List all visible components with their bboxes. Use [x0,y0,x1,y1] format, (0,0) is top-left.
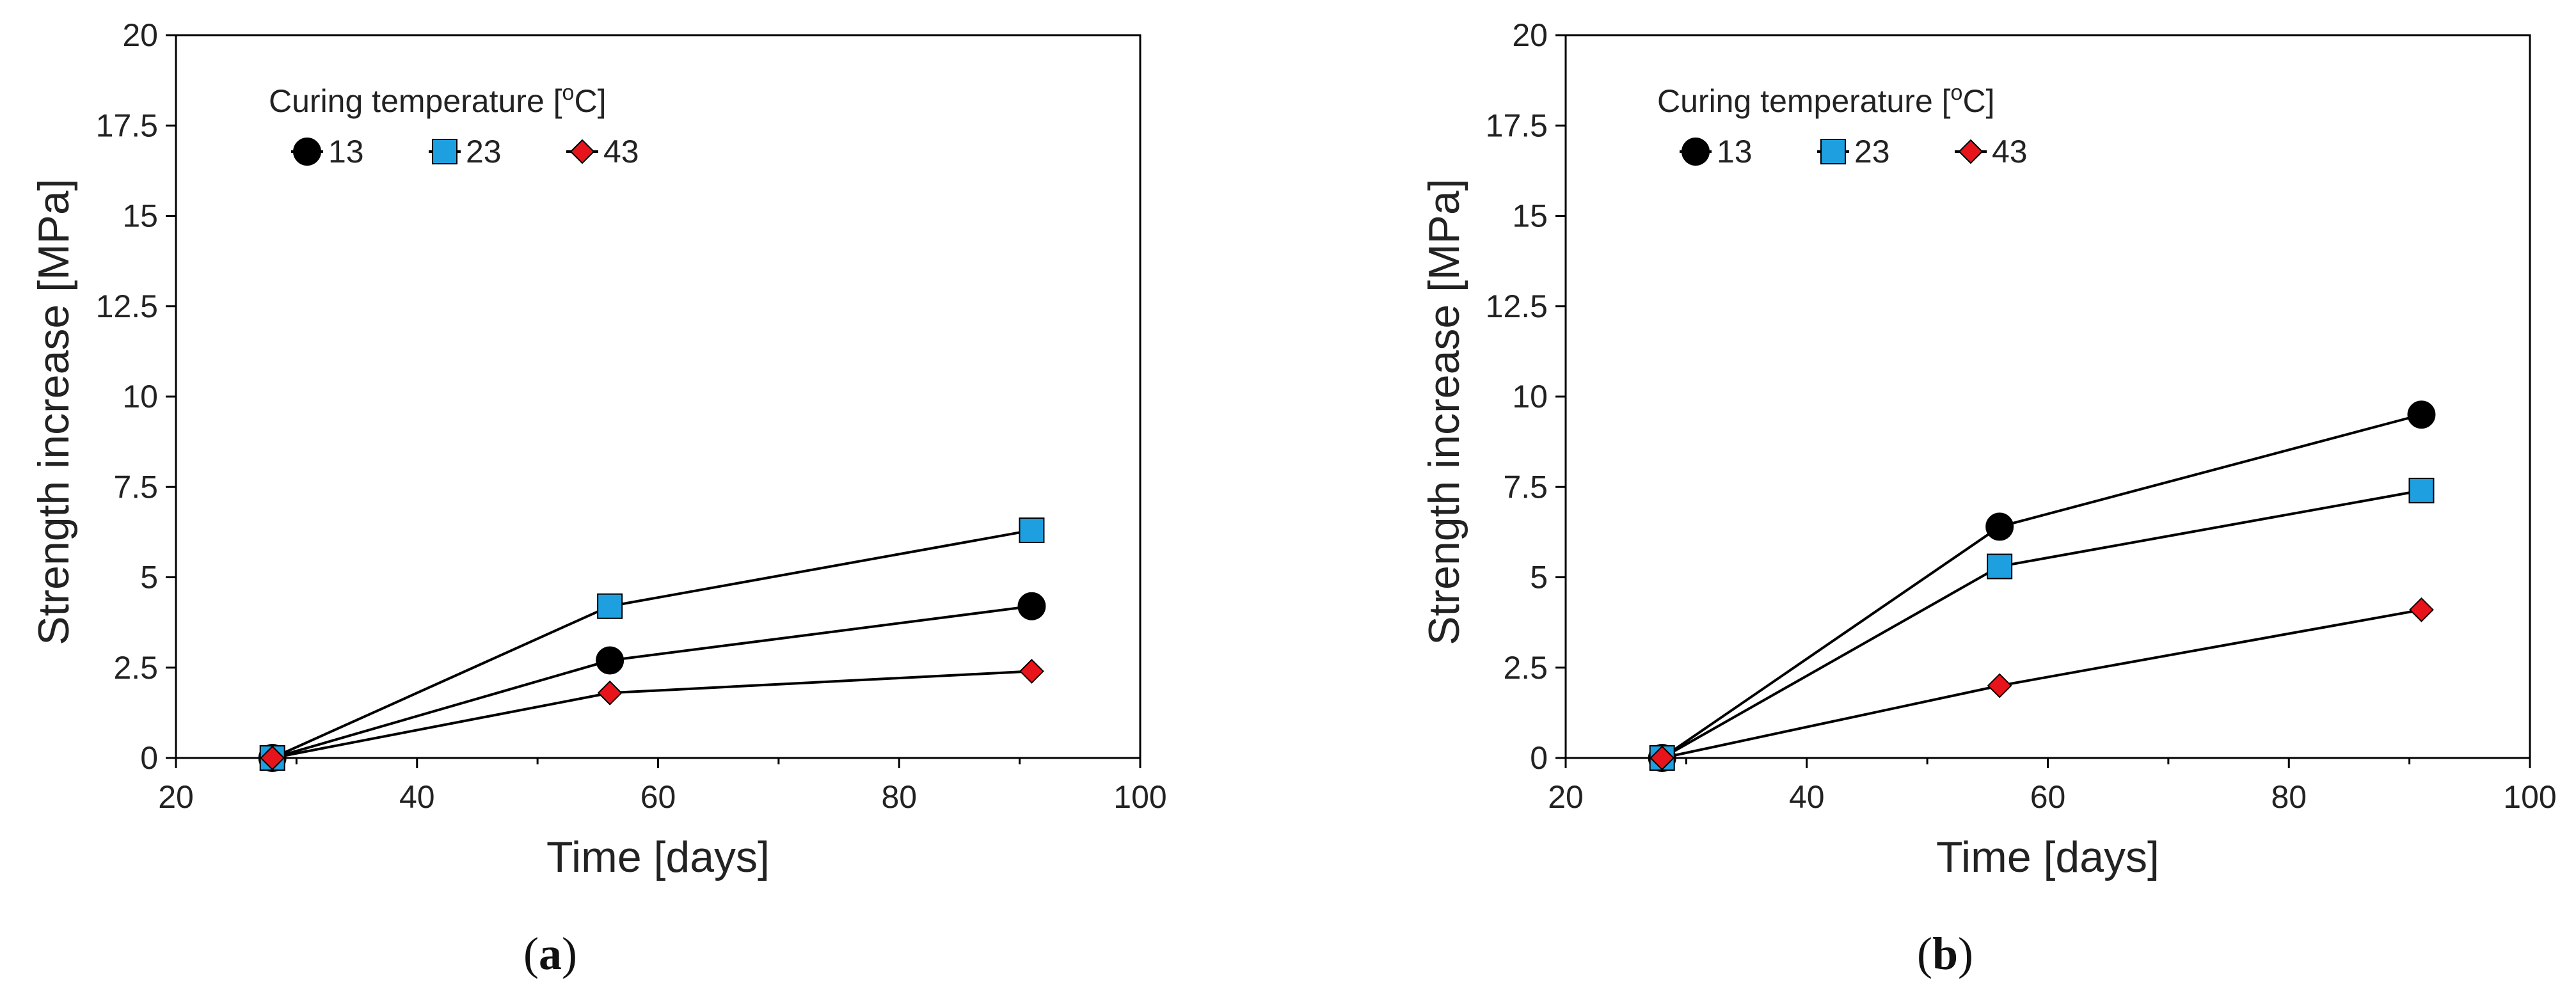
y-axis-label: Strength increase [MPa] [1420,178,1468,645]
legend-title: Curing temperature [oC] [269,81,606,119]
y-tick-label: 5 [1530,560,1548,596]
series-line-23 [1661,489,2422,759]
y-tick-label: 17.5 [96,107,158,143]
y-tick-label: 10 [1512,379,1548,414]
x-axis-label: Time [days] [546,833,770,881]
data-point-13 [1017,592,1046,620]
data-point-43 [1019,658,1044,684]
x-tick-label: 60 [640,779,676,815]
y-tick-label: 17.5 [1486,107,1548,143]
chart-panel-b: 0 2.5 5 7.5 10 12.5 15 17.5 20 20 40 60 80 100 Time [d… [1420,17,2557,881]
legend-item-23: 23 [429,134,502,170]
legend-marker-43 [1958,139,1984,164]
y-tick-label: 20 [1512,17,1548,53]
y-tick-label: 0 [1530,740,1548,776]
x-tick-label: 60 [2030,779,2066,815]
data-point-23 [597,593,623,619]
data-point-13 [1985,512,2014,541]
x-tick-label: 80 [2271,779,2307,815]
legend-item-43: 43 [566,134,639,170]
legend-label: 23 [466,134,502,170]
y-tick-label: 12.5 [96,288,158,324]
plot-area-frame [175,34,1141,759]
x-tick-label: 100 [1113,779,1166,815]
x-tick-label: 40 [399,779,435,815]
y-tick-label: 7.5 [113,469,158,505]
legend-item-13: 13 [291,134,364,170]
y-axis-label: Strength increase [MPa] [29,178,78,645]
legend-item-23: 23 [1817,134,1890,170]
x-tick-label: 80 [881,779,917,815]
caption-a: (a) [523,928,577,979]
legend-marker-43 [569,139,595,164]
data-point-13 [596,646,624,675]
data-point-23 [1019,517,1045,544]
data-point-43 [260,745,285,771]
data-point-43 [1987,673,2012,698]
y-tick-label: 0 [140,740,158,776]
data-point-13 [2407,400,2436,429]
data-point-43 [2409,597,2434,622]
y-tick-label: 2.5 [113,650,158,686]
y-tick-label: 5 [140,560,158,596]
plot-area-frame [1564,34,2531,759]
y-tick-label: 10 [122,379,158,414]
data-point-23 [1987,553,2013,580]
x-axis-label: Time [days] [1936,833,2159,881]
y-tick-label: 12.5 [1486,288,1548,324]
y-tick-label: 15 [1512,198,1548,234]
x-tick-label: 40 [1789,779,1825,815]
data-point-43 [1650,745,1675,771]
legend-marker-13 [1682,138,1710,166]
series-line-43 [272,670,1032,759]
legend-label: 23 [1854,134,1890,170]
legend-item-43: 43 [1955,134,2028,170]
y-tick-label: 7.5 [1503,469,1548,505]
y-tick-label: 15 [122,198,158,234]
legend-item-13: 13 [1680,134,1753,170]
legend-label: 43 [603,134,639,170]
y-tick-label: 20 [122,17,158,53]
legend-label: 13 [1717,134,1753,170]
data-point-23 [2408,477,2435,503]
x-tick-label: 100 [2503,779,2556,815]
y-tick-label: 2.5 [1503,650,1548,686]
chart-panel-a: 0 2.5 5 7.5 10 12.5 15 17.5 20 20 40 60 80 100 Time [d… [29,17,1167,881]
caption-b: (b) [1917,928,1973,979]
series-line-13 [1661,413,2422,759]
series-line-43 [1662,608,2422,759]
legend-marker-23 [1820,139,1846,164]
legend-label: 43 [1992,134,2028,170]
legend-marker-23 [432,139,457,164]
x-tick-label: 20 [1548,779,1584,815]
legend-title: Curing temperature [oC] [1657,81,1994,119]
data-point-43 [597,680,623,706]
legend-marker-13 [293,138,321,166]
x-tick-label: 20 [158,779,194,815]
legend-label: 13 [328,134,364,170]
